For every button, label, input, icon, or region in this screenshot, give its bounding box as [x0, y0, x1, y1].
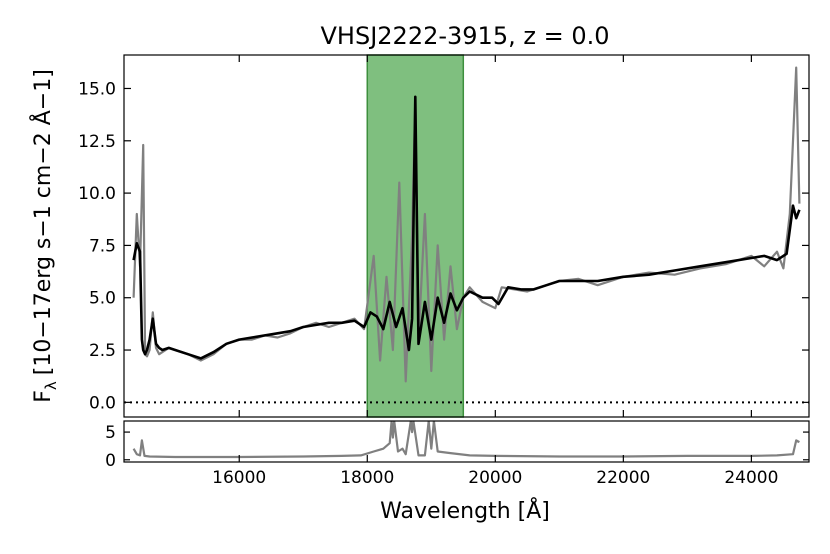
residual-tick-label: 5	[105, 423, 116, 443]
residual-panel-series	[132, 421, 800, 459]
svg-text:Fλ[10−17erg s−1 cm−2 Å−1]: Fλ [10−17erg s−1 cm−2 Å−1]	[29, 69, 60, 403]
y-tick-label: 5.0	[89, 289, 116, 309]
series-line-model	[132, 95, 801, 360]
y-tick-label: 12.5	[78, 132, 116, 152]
y-axis-label-sub: λ	[42, 381, 60, 390]
x-tick-label: 24000	[724, 468, 778, 488]
y-tick-label: 10.0	[78, 184, 116, 204]
y-tick-label: 2.5	[89, 341, 116, 361]
series-line-residual	[132, 421, 800, 459]
x-axis-label: Wavelength [Å]	[380, 497, 550, 524]
y-tick-label: 0.0	[89, 393, 116, 413]
y-tick-label: 15.0	[78, 79, 116, 99]
y-axis-label: Fλ [10−17erg s−1 cm−2 Å−1]	[29, 69, 60, 403]
y-axis-label-main: F	[31, 390, 56, 403]
x-tick-label: 18000	[340, 468, 394, 488]
y-tick-label: 7.5	[89, 236, 116, 256]
x-axis-ticks: 16000 18000 20000 22000 24000	[212, 55, 778, 488]
series-line-observed	[132, 66, 801, 383]
residual-tick-label: 0	[105, 451, 116, 471]
main-panel-frame	[123, 54, 810, 418]
y-axis-label-units: [10−17erg s−1 cm−2 Å−1]	[29, 69, 56, 375]
residual-axis-ticks: 05	[105, 423, 809, 471]
x-tick-label: 16000	[212, 468, 266, 488]
main-panel-series	[132, 66, 801, 383]
chart-title: VHSJ2222-3915, z = 0.0	[321, 22, 610, 50]
residual-panel-frame	[123, 420, 810, 463]
x-tick-label: 22000	[596, 468, 650, 488]
y-axis-ticks: 0.0 2.5 5.0 7.5 10.0 12.5 15.0	[78, 79, 809, 413]
x-tick-label: 20000	[468, 468, 522, 488]
